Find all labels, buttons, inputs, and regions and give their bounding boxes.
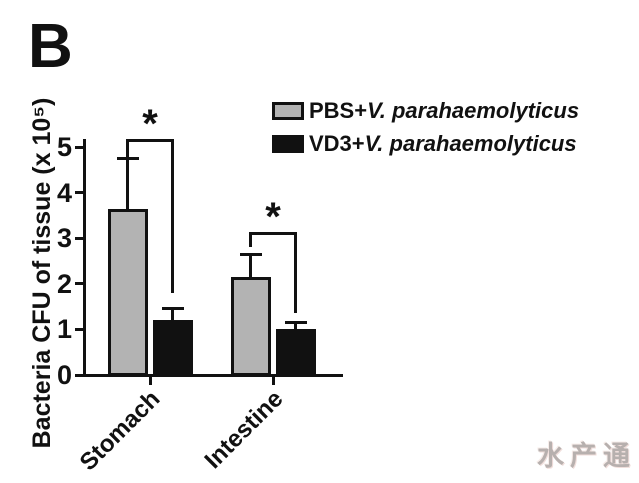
x-axis-category-label: Stomach bbox=[74, 385, 166, 477]
y-axis-tick-label: 2 bbox=[56, 268, 72, 299]
bar-pbs-stomach bbox=[107, 208, 148, 376]
significance-asterisk: * bbox=[265, 195, 281, 240]
legend-entry-pbs: PBS+V. parahaemolyticus bbox=[272, 98, 580, 123]
legend-label-pbs: PBS+V. parahaemolyticus bbox=[309, 98, 580, 123]
error-bar-stem bbox=[249, 254, 252, 278]
sig-bracket-right bbox=[171, 140, 174, 293]
error-bar-cap bbox=[239, 252, 262, 256]
bar-vd3-intestine bbox=[275, 329, 316, 376]
watermark: 水产通 bbox=[537, 441, 636, 471]
legend-label-vd3: VD3+V. parahaemolyticus bbox=[309, 131, 577, 156]
legend-entry-vd3: VD3+V. parahaemolyticus bbox=[272, 131, 579, 156]
y-axis-line bbox=[83, 139, 86, 377]
y-axis-tick-label: 1 bbox=[56, 314, 72, 345]
error-bar-cap bbox=[284, 321, 307, 325]
y-axis-tick bbox=[75, 191, 84, 195]
error-bar-cap bbox=[116, 156, 139, 160]
x-axis-tick bbox=[148, 377, 152, 385]
y-axis-tick-label: 3 bbox=[56, 223, 72, 254]
error-bar-stem bbox=[126, 158, 129, 210]
x-axis-tick bbox=[271, 377, 275, 385]
sig-bracket-right bbox=[294, 233, 297, 313]
bar-pbs-intestine bbox=[230, 276, 271, 376]
x-axis-line bbox=[83, 374, 343, 377]
legend-swatch-pbs bbox=[272, 102, 304, 120]
x-axis-category-label: Intestine bbox=[199, 385, 289, 475]
y-axis-tick bbox=[75, 373, 84, 377]
sig-bracket-left bbox=[249, 233, 252, 247]
error-bar-stem bbox=[294, 322, 297, 331]
error-bar-stem bbox=[171, 308, 174, 322]
y-axis-tick bbox=[75, 327, 84, 331]
y-axis-tick-label: 0 bbox=[56, 360, 72, 390]
sig-bracket-top bbox=[126, 138, 174, 142]
sig-bracket-top bbox=[249, 231, 297, 235]
error-bar-cap bbox=[161, 307, 184, 311]
y-axis-tick bbox=[75, 145, 84, 149]
y-axis-tick-label: 4 bbox=[56, 177, 72, 208]
bar-vd3-stomach bbox=[152, 320, 193, 376]
sig-bracket-left bbox=[126, 140, 129, 158]
y-axis-tick-label: 5 bbox=[56, 132, 72, 162]
legend: PBS+V. parahaemolyticus VD3+V. parahaemo… bbox=[272, 98, 580, 167]
y-axis-tick bbox=[75, 282, 84, 286]
y-axis-tick bbox=[75, 236, 84, 240]
panel-label: B bbox=[28, 12, 73, 81]
significance-asterisk: * bbox=[142, 102, 158, 147]
legend-swatch-vd3 bbox=[272, 135, 304, 153]
